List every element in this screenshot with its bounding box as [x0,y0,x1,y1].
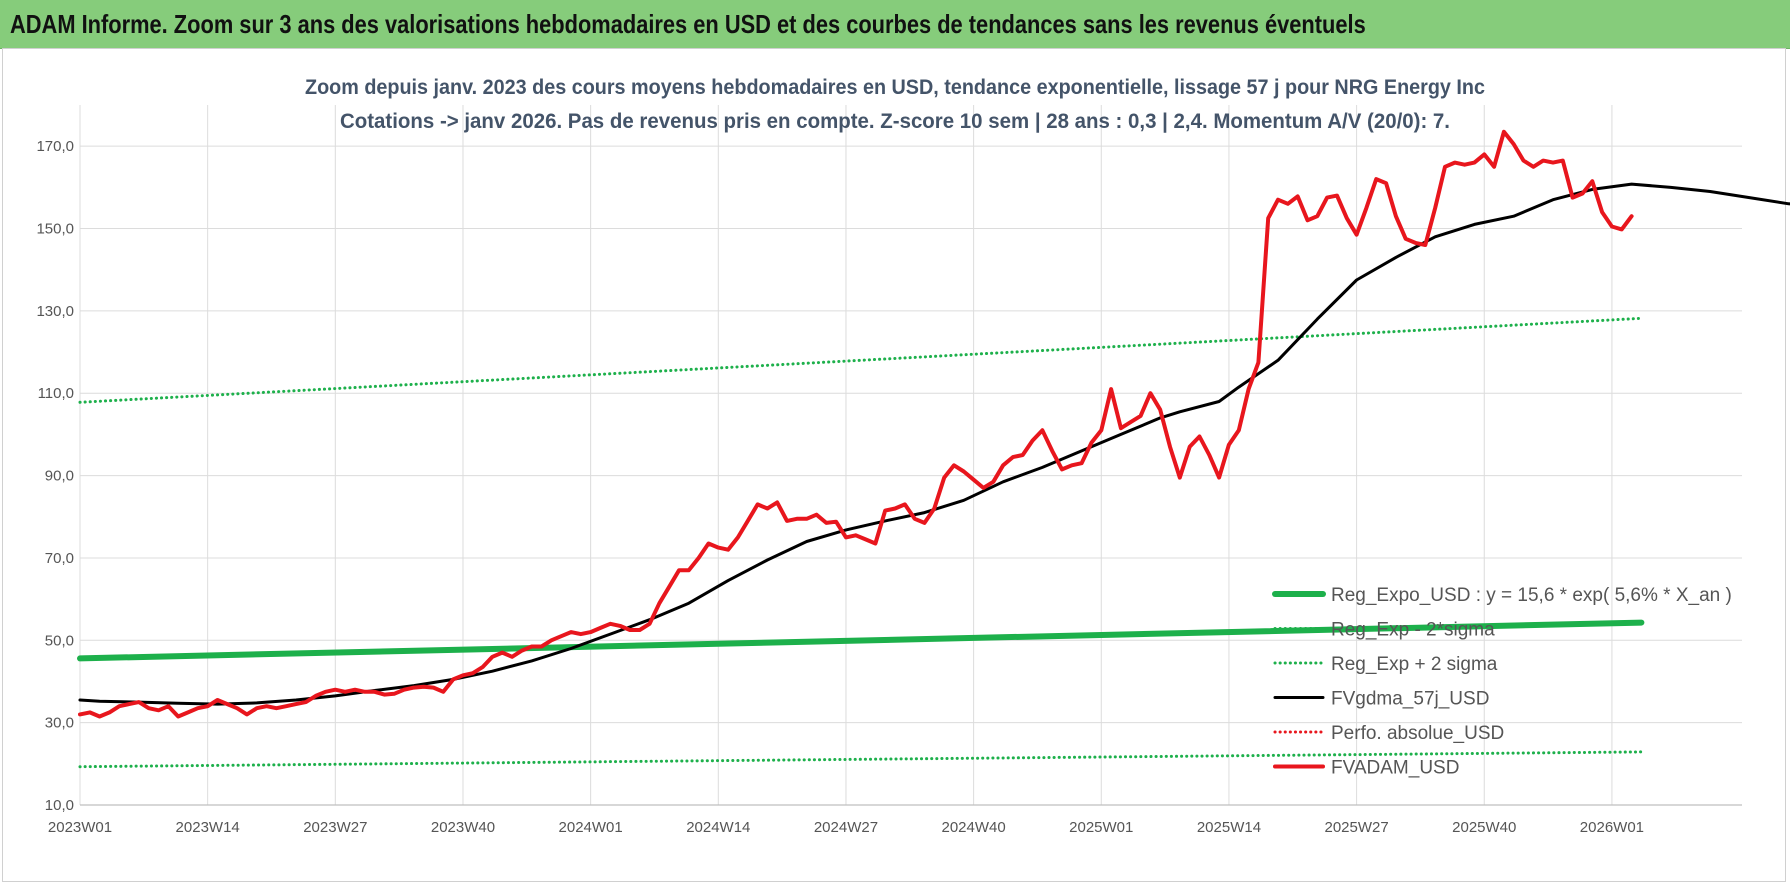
x-tick-label: 2025W14 [1197,819,1261,836]
series-line-2 [78,316,1643,404]
y-tick-label: 30,0 [45,715,74,732]
x-tick-label: 2024W01 [559,819,623,836]
x-tick-label: 2024W27 [814,819,878,836]
legend-label-4: Perfo. absolue_USD [1331,723,1504,744]
axes: 10,0 30,0 50,0 70,0 90,0 110,0 130,0 150,0 170,0… [36,138,1742,836]
y-tick-label: 50,0 [45,632,74,649]
report-title: ADAM Informe. Zoom sur 3 ans des valoris… [10,9,1366,39]
x-tick-label: 2023W27 [303,819,367,836]
x-tick-label: 2024W40 [942,819,1006,836]
chart-subtitle-line-2: Cotations -> janv 2026. Pas de revenus p… [340,110,1450,133]
legend-label-2: Reg_Exp + 2 sigma [1331,654,1498,675]
y-tick-label: 10,0 [45,797,74,814]
gridlines [79,105,1742,806]
legend-label-0: Reg_Expo_USD : y = 15,6 * exp( 5,6% * X_… [1331,585,1732,606]
series-line-0 [77,619,1645,662]
legend-label-3: FVgdma_57j_USD [1331,689,1489,710]
report-banner: ADAM Informe. Zoom sur 3 ans des valoris… [0,0,1790,49]
x-tick-label: 2024W14 [686,819,750,836]
x-tick-label: 2023W01 [48,819,112,836]
series-lines [77,129,1790,769]
legend-label-5: FVADAM_USD [1331,758,1459,779]
x-tick-label: 2023W40 [431,819,495,836]
y-tick-label: 90,0 [45,468,74,485]
y-tick-label: 70,0 [45,550,74,567]
x-tick-label: 2026W01 [1580,819,1644,836]
legend-label-1: Reg_Exp - 2*sigma [1331,620,1495,641]
y-tick-label: 150,0 [36,221,74,238]
chart-frame [2,48,1786,882]
y-tick-label: 170,0 [36,138,74,155]
y-tick-label: 130,0 [36,303,74,320]
legend: Reg_Expo_USD : y = 15,6 * exp( 5,6% * X_… [1272,585,1732,779]
x-tick-label: 2023W14 [176,819,240,836]
series-line-1 [78,750,1643,769]
y-tick-label: 110,0 [38,385,74,402]
x-tick-label: 2025W01 [1069,819,1133,836]
series-line-5 [78,129,1634,719]
x-tick-label: 2025W27 [1324,819,1388,836]
x-tick-label: 2025W40 [1452,819,1516,836]
chart-subtitle-line-1: Zoom depuis janv. 2023 des cours moyens … [305,76,1485,99]
